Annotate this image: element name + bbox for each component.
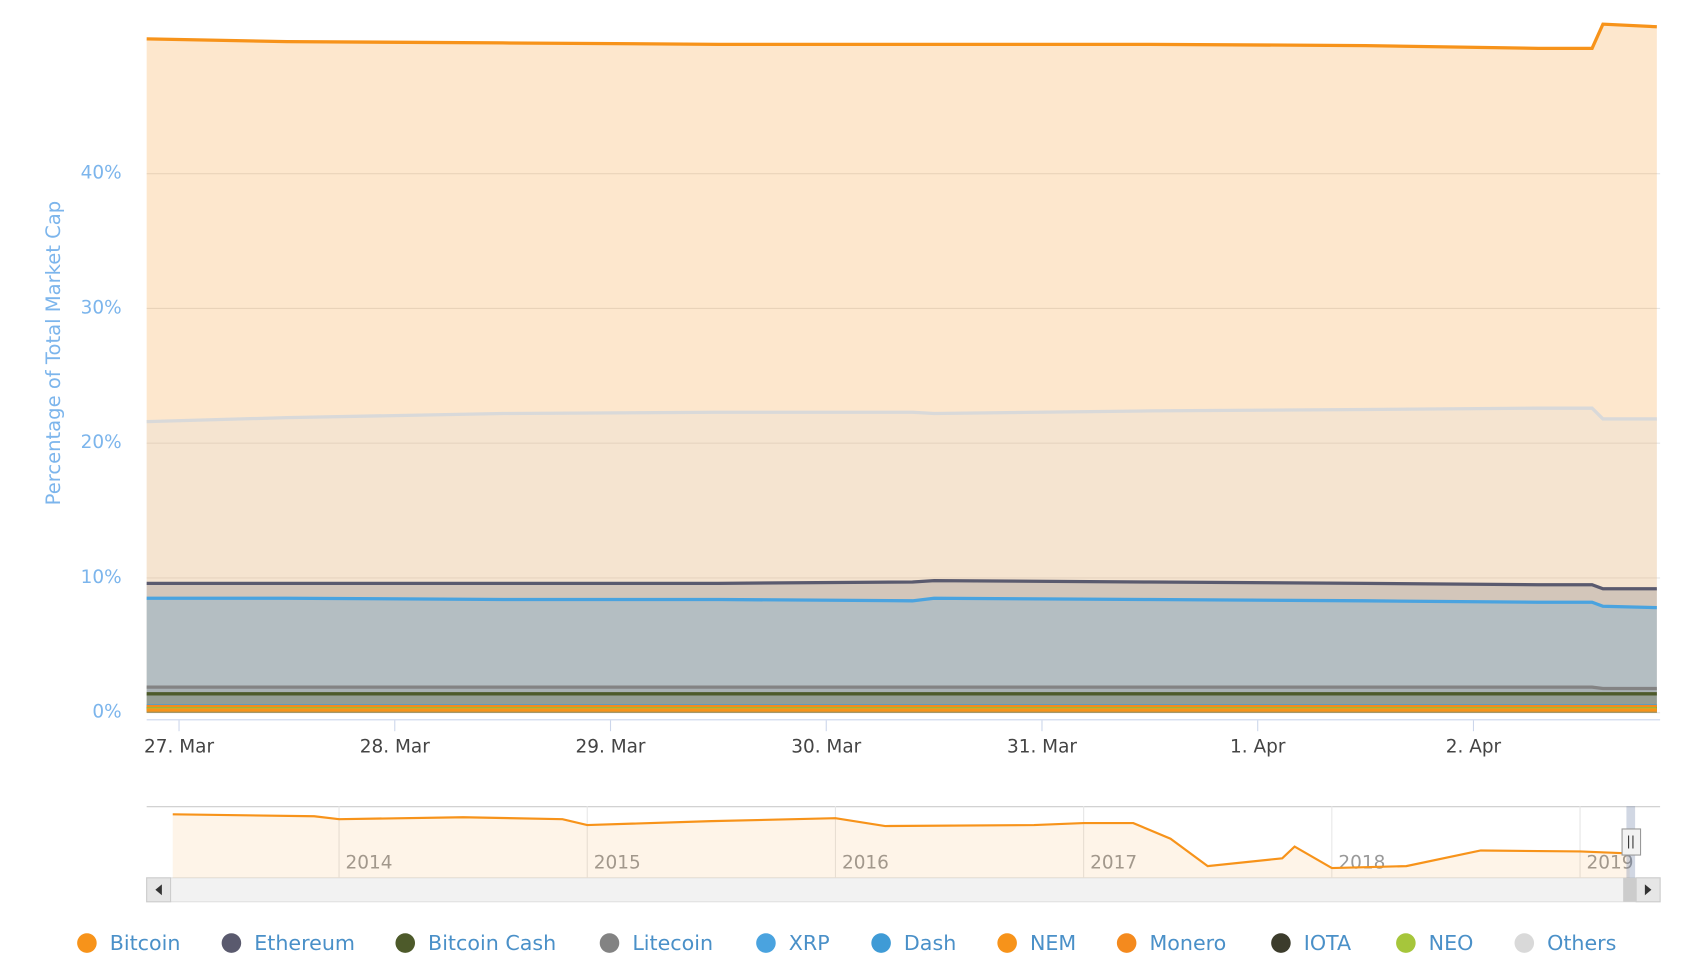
legend-label: Ethereum: [254, 931, 355, 955]
legend-symbol: [1271, 933, 1291, 953]
y-tick-label: 10%: [81, 567, 122, 588]
y-tick-label: 20%: [81, 432, 122, 453]
arrow-right: [1644, 884, 1652, 896]
series-line: [146, 685, 1657, 691]
handle-grip: [1628, 835, 1634, 849]
legend-item[interactable]: Bitcoin: [77, 931, 180, 955]
navigator-area: [172, 814, 1630, 878]
legend-item[interactable]: XRP: [756, 931, 830, 955]
x-tick-label: 27. Mar: [144, 736, 214, 757]
legend-symbol: [1116, 933, 1137, 953]
legend-label: Monero: [1149, 931, 1226, 955]
x-tick-label: 31. Mar: [1007, 736, 1077, 757]
navigator-tick-label: 2019: [1587, 853, 1634, 874]
legend-label: Bitcoin Cash: [428, 931, 556, 955]
legend-label: NEM: [1030, 931, 1076, 955]
series-line: [146, 578, 1657, 591]
legend-symbol: [871, 933, 891, 953]
series-line: [146, 596, 1657, 610]
series-line: [146, 406, 1657, 424]
navigator-frame: [146, 806, 1661, 903]
legend-label: XRP: [789, 931, 830, 955]
legend-symbol: [221, 933, 242, 953]
legend-item[interactable]: NEO: [1396, 931, 1473, 955]
x-tick-label: 29. Mar: [575, 736, 645, 757]
x-tick-label: 28. Mar: [360, 736, 430, 757]
legend-symbol: [1396, 933, 1416, 953]
navigator-tick-label: 2015: [594, 853, 641, 874]
plot: 0% 10% 20% 30% 40% 27. Mar 28. Mar 29. Mar 30. M…: [81, 22, 1661, 757]
legend-item[interactable]: Others: [1514, 931, 1617, 955]
scrollbar-thumb[interactable]: [1623, 877, 1637, 902]
legend-label: Litecoin: [632, 931, 713, 955]
legend-item[interactable]: Litecoin: [599, 931, 713, 955]
legend-item[interactable]: IOTA: [1271, 931, 1351, 955]
x-tick-label: 1. Apr: [1230, 736, 1286, 757]
y-tick-label: 0%: [92, 702, 121, 723]
legend-item[interactable]: Dash: [871, 931, 956, 955]
area: [146, 580, 1657, 713]
y-axis-title: Percentage of Total Market Cap: [42, 201, 65, 506]
legend-label: IOTA: [1304, 931, 1351, 955]
series-line: [146, 22, 1657, 50]
area: [146, 598, 1657, 713]
arrow-left: [155, 884, 162, 896]
legend-symbol: [1514, 933, 1535, 953]
y-tick-label: 30%: [81, 297, 122, 318]
legend-symbol: [599, 933, 620, 953]
legend-item[interactable]: Bitcoin Cash: [395, 931, 556, 955]
navigator-line: [172, 813, 1630, 870]
legend-symbol: [77, 933, 97, 953]
area: [146, 24, 1657, 713]
legend-symbol: [997, 933, 1017, 953]
legend-item[interactable]: Ethereum: [221, 931, 355, 955]
area: [146, 408, 1657, 713]
legend-symbol: [756, 933, 776, 953]
navigator-handle[interactable]: [1621, 828, 1642, 856]
navigator-tick-label: 2016: [842, 853, 889, 874]
x-tick-label: 2. Apr: [1446, 736, 1502, 757]
legend-item[interactable]: Monero: [1116, 931, 1226, 955]
navigator-tick-label: 2014: [346, 853, 393, 874]
x-tick-label: 30. Mar: [791, 736, 861, 757]
scrollbar-track[interactable]: [146, 877, 1661, 903]
legend-symbol: [395, 933, 416, 953]
legend-label: Others: [1547, 931, 1616, 955]
legend-label: NEO: [1429, 931, 1474, 955]
legend-label: Dash: [904, 931, 956, 955]
navigator-tick-label: 2017: [1090, 853, 1137, 874]
legend-item[interactable]: NEM: [997, 931, 1076, 955]
navigator: 2014 2015 2016 2017 2018 2019: [172, 806, 1642, 878]
legend-label: Bitcoin: [110, 931, 181, 955]
y-tick-label: 40%: [81, 163, 122, 184]
